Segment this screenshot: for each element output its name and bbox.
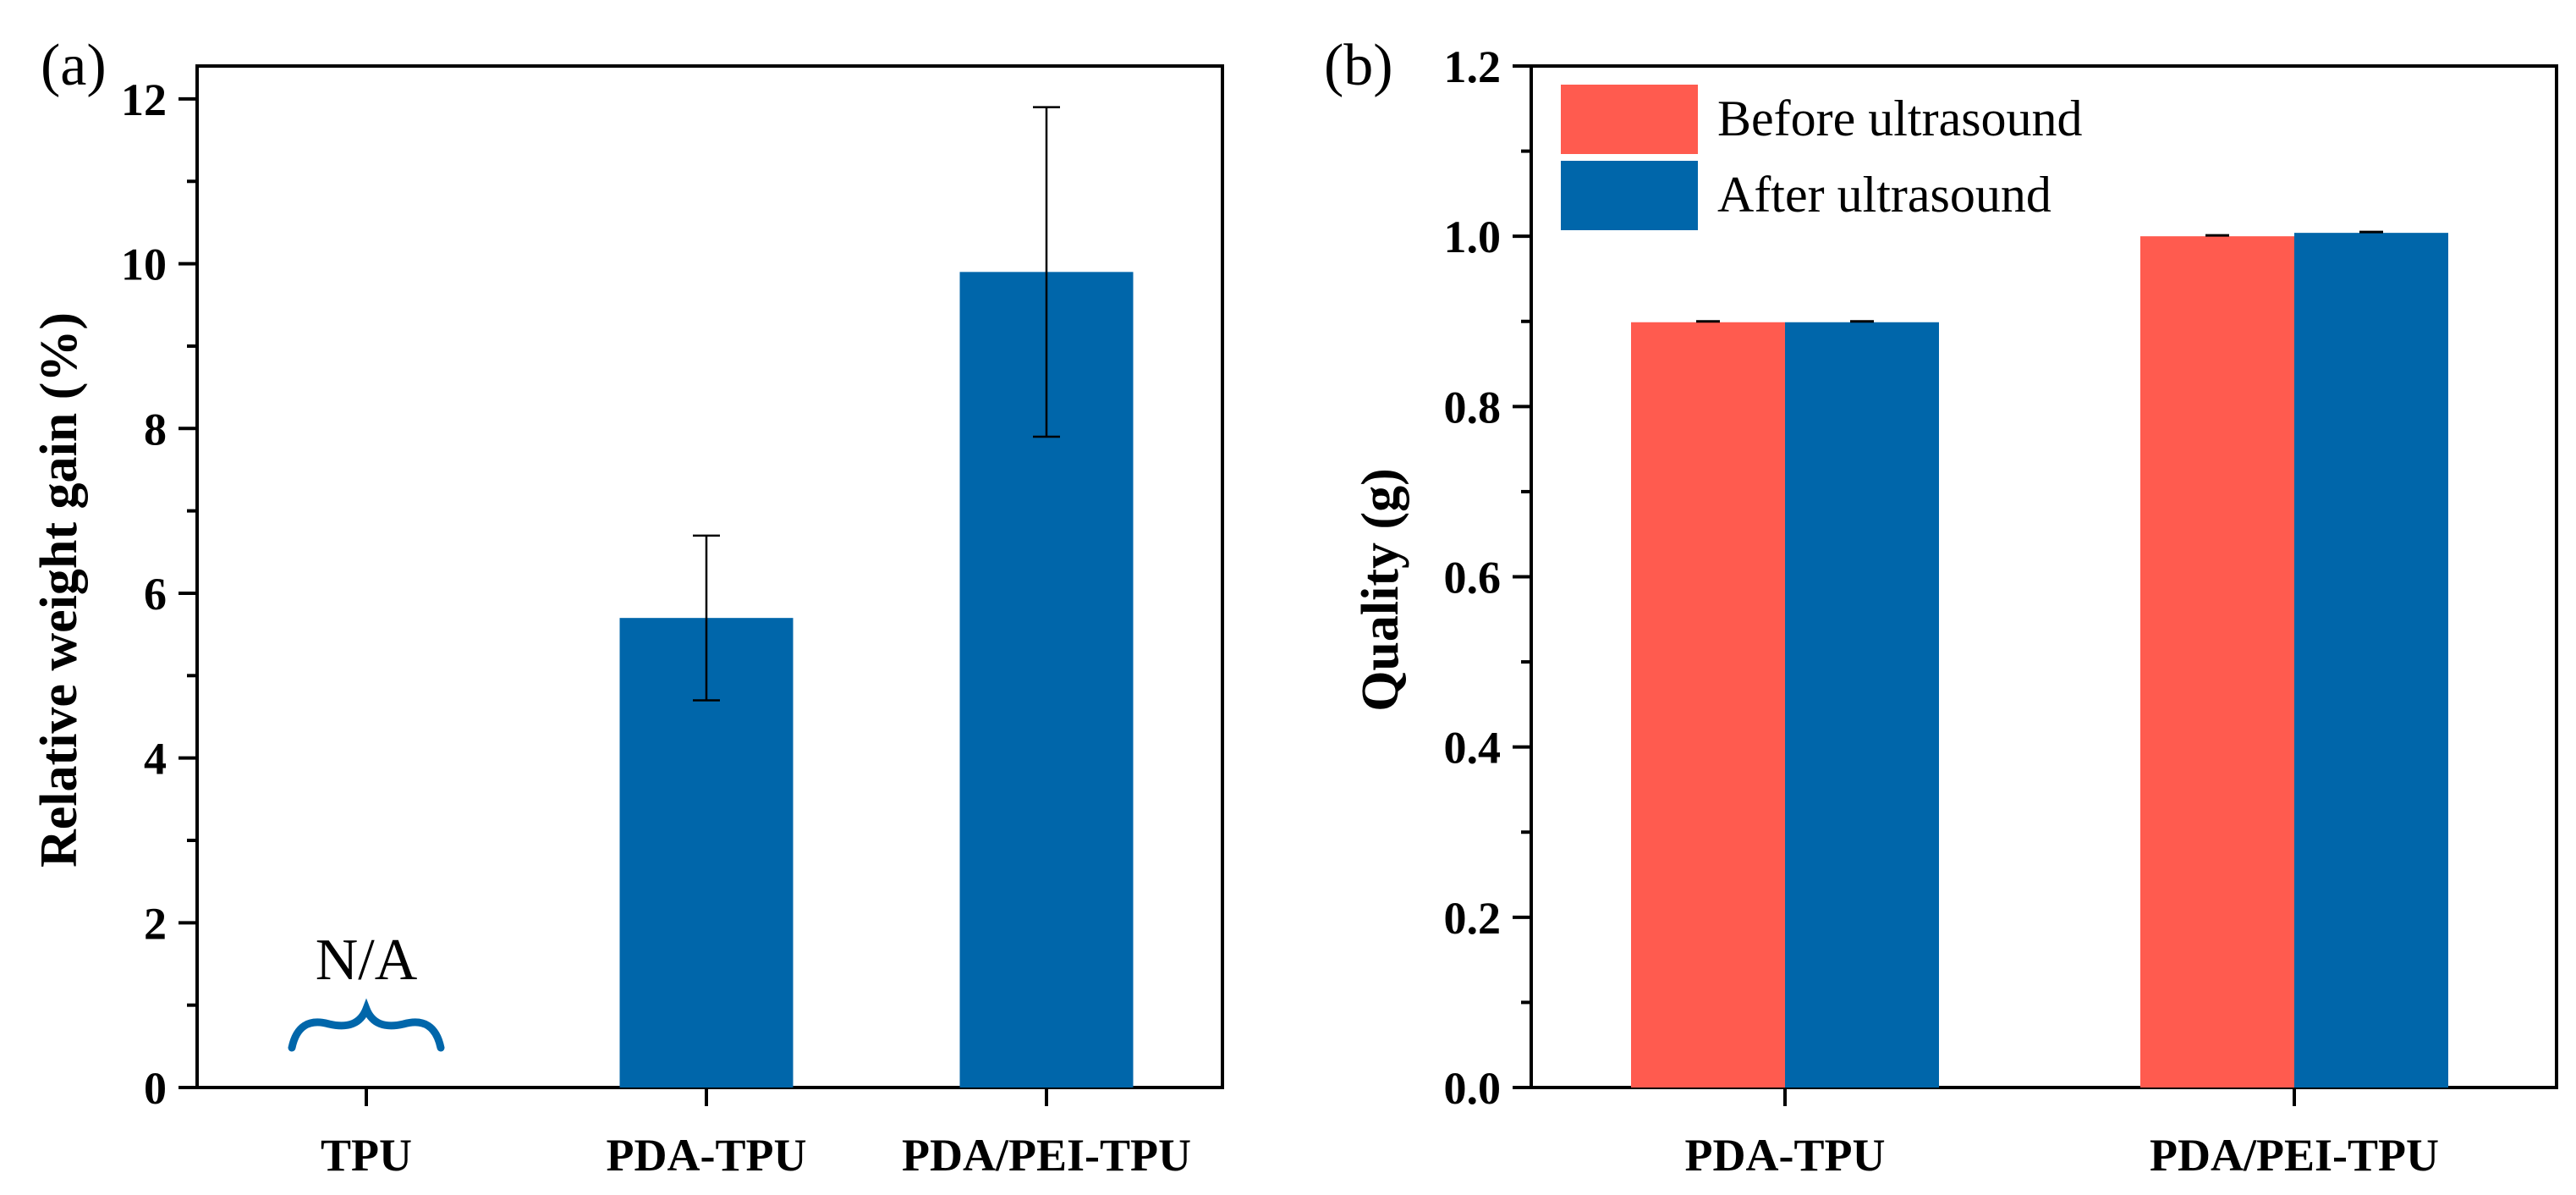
y-tick-label: 4	[144, 734, 167, 785]
x-category-label: PDA/PEI-TPU	[2150, 1130, 2439, 1181]
na-annotation-label: N/A	[316, 928, 418, 993]
bar	[1785, 322, 1939, 1088]
y-tick-label: 2	[144, 898, 167, 949]
y-tick-label: 10	[121, 240, 167, 290]
y-tick-label: 6	[144, 569, 167, 620]
panel-b-legend: Before ultrasound After ultrasound	[1561, 85, 2083, 230]
panel-b-y-axis-title: Quality (g)	[1352, 468, 1409, 712]
y-tick-label: 0.8	[1444, 382, 1502, 432]
legend-swatch-before	[1561, 85, 1698, 154]
panel-a-tag: (a)	[41, 33, 107, 98]
na-brace-icon	[288, 998, 445, 1052]
bar	[2294, 233, 2448, 1088]
legend-label-after: After ultrasound	[1717, 167, 2051, 223]
y-tick-label: 0.4	[1444, 723, 1502, 774]
y-tick-label: 1.2	[1444, 41, 1502, 92]
x-category-label: PDA-TPU	[1685, 1130, 1886, 1181]
panel-a-annotation: N/A	[288, 928, 445, 1052]
bar	[2140, 236, 2294, 1088]
y-tick-label: 0	[144, 1063, 167, 1114]
panel-a: (a) Relative weight gain (%) 0 2 4 6 8 10 12 TP…	[30, 33, 1224, 1181]
panel-a-y-axis-title: Relative weight gain (%)	[30, 312, 88, 867]
y-tick-label: 0.2	[1444, 893, 1502, 944]
panel-b-plot-area: 0.0 0.2 0.4 0.6 0.8 1.0 1.2 PDA-TPU PDA/PEI-TPU	[1444, 41, 2558, 1181]
panel-a-plot-area: 0 2 4 6 8 10 12 TPU PDA-TPU PDA/PEI-TPU	[121, 64, 1224, 1181]
y-tick-label: 0.0	[1444, 1063, 1502, 1114]
panel-b: (b) Quality (g) 0.0 0.2 0.4 0.6 0.8 1.0 1.2 PDA…	[1324, 33, 2558, 1181]
y-tick-label: 8	[144, 404, 167, 454]
legend-label-before: Before ultrasound	[1717, 91, 2083, 146]
x-category-label: PDA/PEI-TPU	[902, 1130, 1191, 1181]
x-category-label: PDA-TPU	[607, 1130, 807, 1181]
legend-swatch-after	[1561, 161, 1698, 230]
y-tick-label: 1.0	[1444, 212, 1502, 262]
bar	[1631, 322, 1785, 1088]
x-category-label: TPU	[321, 1130, 412, 1181]
panel-b-tag: (b)	[1324, 33, 1393, 98]
y-tick-label: 0.6	[1444, 553, 1502, 603]
y-tick-label: 12	[121, 74, 167, 125]
